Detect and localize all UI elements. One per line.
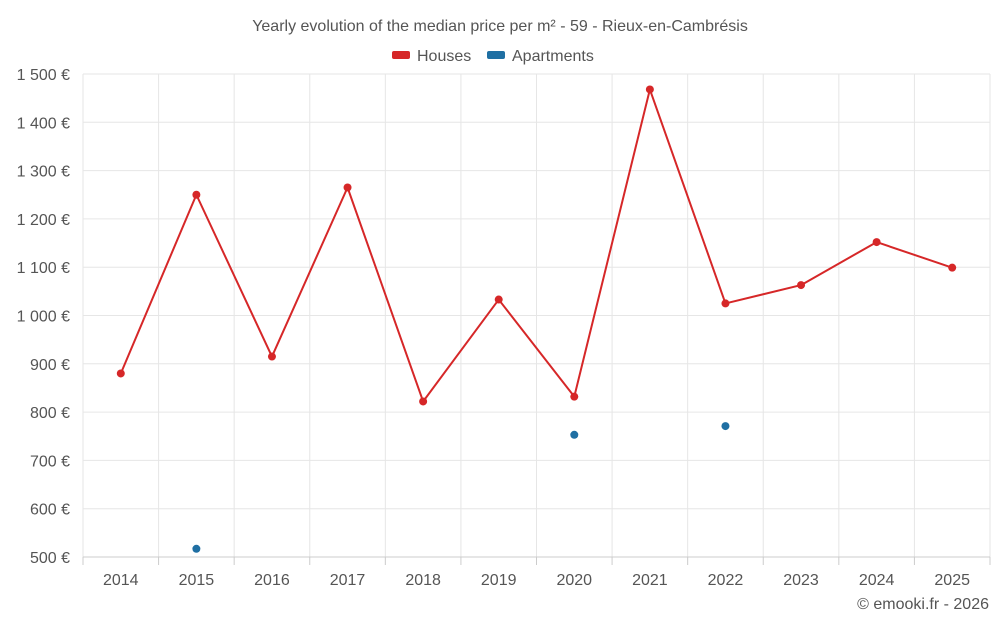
data-point-houses[interactable] bbox=[267, 352, 276, 361]
x-tick-label: 2018 bbox=[405, 572, 441, 589]
legend: Houses Apartments bbox=[392, 48, 594, 65]
y-tick-label: 1 200 € bbox=[17, 212, 70, 229]
data-point-apartments[interactable] bbox=[721, 422, 730, 431]
x-tick-label: 2022 bbox=[708, 572, 744, 589]
credit-text: © emooki.fr - 2026 bbox=[857, 596, 989, 613]
y-tick-label: 1 400 € bbox=[17, 115, 70, 132]
data-point-houses[interactable] bbox=[721, 299, 730, 308]
data-point-houses[interactable] bbox=[494, 295, 503, 304]
x-tick-label: 2014 bbox=[103, 572, 139, 589]
y-tick-label: 900 € bbox=[30, 357, 70, 374]
x-tick-label: 2025 bbox=[934, 572, 970, 589]
y-tick-label: 1 500 € bbox=[17, 67, 70, 84]
data-point-houses[interactable] bbox=[192, 190, 201, 199]
data-point-apartments[interactable] bbox=[192, 544, 201, 553]
data-point-houses[interactable] bbox=[645, 85, 654, 94]
data-point-houses[interactable] bbox=[872, 238, 881, 247]
data-point-houses[interactable] bbox=[948, 263, 957, 272]
legend-label-apartments: Apartments bbox=[512, 48, 594, 65]
data-point-houses[interactable] bbox=[343, 183, 352, 192]
series bbox=[116, 85, 957, 553]
legend-swatch-houses bbox=[392, 51, 410, 59]
x-tick-label: 2021 bbox=[632, 572, 668, 589]
y-tick-label: 1 100 € bbox=[17, 260, 70, 277]
legend-label-houses: Houses bbox=[417, 48, 471, 65]
y-tick-label: 800 € bbox=[30, 405, 70, 422]
legend-item-apartments[interactable]: Apartments bbox=[487, 48, 594, 65]
x-tick-label: 2023 bbox=[783, 572, 819, 589]
y-tick-label: 500 € bbox=[30, 550, 70, 567]
x-tick-label: 2016 bbox=[254, 572, 290, 589]
legend-swatch-apartments bbox=[487, 51, 505, 59]
x-axis: 2014 2015 2016 2017 2018 2019 2020 2021 2022 2023… bbox=[82, 556, 991, 589]
y-axis: 500 € 600 € 700 € 800 € 900 € 1 000 € 1 100 € 1… bbox=[17, 67, 70, 567]
y-tick-label: 600 € bbox=[30, 502, 70, 519]
legend-item-houses[interactable]: Houses bbox=[392, 48, 471, 65]
data-point-apartments[interactable] bbox=[570, 430, 579, 439]
x-tick-label: 2024 bbox=[859, 572, 895, 589]
x-tick-label: 2017 bbox=[330, 572, 366, 589]
x-tick-label: 2020 bbox=[556, 572, 592, 589]
y-tick-label: 700 € bbox=[30, 453, 70, 470]
x-tick-label: 2019 bbox=[481, 572, 517, 589]
y-tick-label: 1 300 € bbox=[17, 164, 70, 181]
chart-title: Yearly evolution of the median price per… bbox=[252, 18, 748, 35]
data-point-houses[interactable] bbox=[570, 392, 579, 401]
grid bbox=[82, 73, 991, 557]
x-tick-label: 2015 bbox=[179, 572, 215, 589]
series-line-houses bbox=[119, 88, 953, 403]
data-point-houses[interactable] bbox=[797, 281, 806, 290]
data-point-houses[interactable] bbox=[116, 369, 125, 378]
y-tick-label: 1 000 € bbox=[17, 309, 70, 326]
data-point-houses[interactable] bbox=[419, 397, 428, 406]
